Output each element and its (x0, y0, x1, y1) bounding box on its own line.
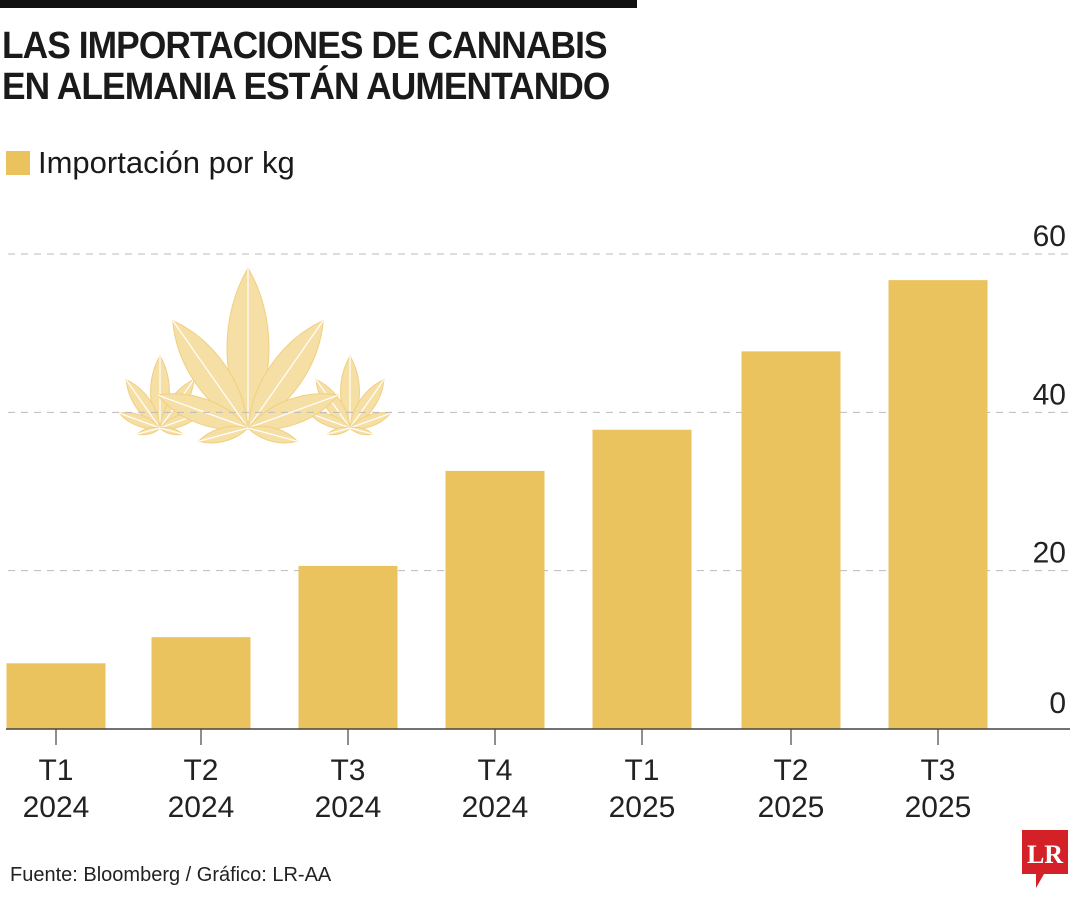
x-tick-label: 2025 (905, 791, 972, 824)
x-tick-label: T1 (38, 754, 73, 787)
x-tick-label: T1 (624, 754, 659, 787)
x-tick-label: T3 (920, 754, 955, 787)
x-tick-label: 2025 (609, 791, 676, 824)
x-tick-label: T2 (773, 754, 808, 787)
bar (592, 429, 692, 729)
x-tick-label: 2024 (23, 791, 90, 824)
bar (888, 280, 988, 729)
legend-swatch (6, 151, 30, 175)
x-tick-label: T4 (477, 754, 512, 787)
bar (298, 565, 398, 729)
x-tick-label: 2024 (462, 791, 529, 824)
svg-text:LR: LR (1027, 840, 1063, 869)
cannabis-leaf-icon (118, 267, 392, 444)
legend-label: Importación por kg (38, 145, 295, 180)
title-line-2: EN ALEMANIA ESTÁN AUMENTANDO (2, 66, 610, 108)
source-note: Fuente: Bloomberg / Gráfico: LR-AA (10, 864, 332, 886)
top-rule (0, 0, 637, 8)
y-tick-label: 20 (1033, 537, 1066, 570)
chart-title: LAS IMPORTACIONES DE CANNABIS EN ALEMANI… (2, 25, 610, 108)
y-tick-label: 60 (1033, 220, 1066, 253)
y-tick-label: 0 (1049, 687, 1066, 720)
title-line-1: LAS IMPORTACIONES DE CANNABIS (2, 25, 608, 67)
legend: Importación por kg (6, 145, 295, 181)
bar (6, 663, 106, 729)
bar (741, 351, 841, 729)
lr-logo: LR (1022, 830, 1068, 888)
y-tick-label: 40 (1033, 378, 1066, 411)
x-tick-label: T2 (183, 754, 218, 787)
bar (151, 637, 251, 729)
x-tick-label: 2025 (758, 791, 825, 824)
x-tick-label: 2024 (168, 791, 235, 824)
x-tick-label: 2024 (315, 791, 382, 824)
x-tick-label: T3 (330, 754, 365, 787)
bar (445, 470, 545, 729)
